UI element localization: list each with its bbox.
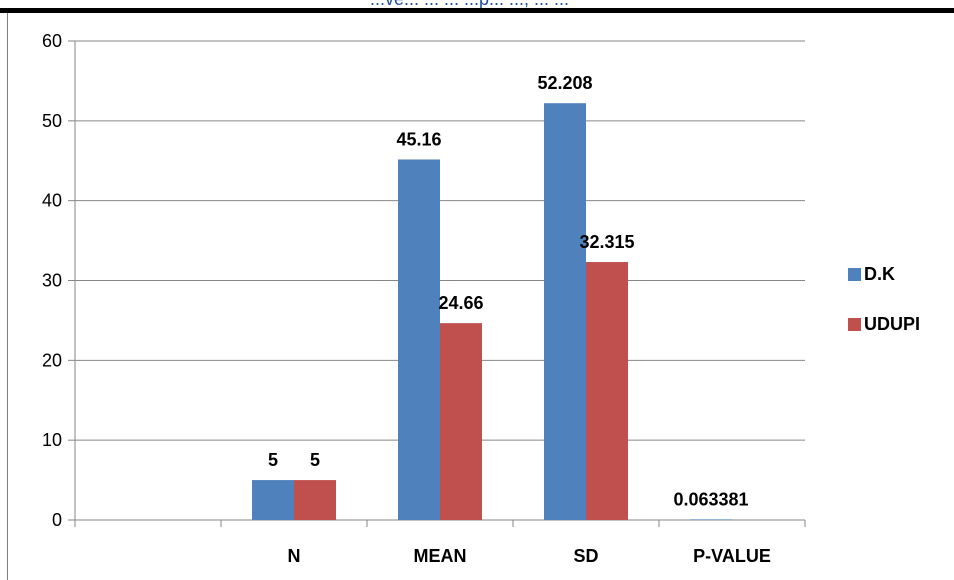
data-label: 24.66 [438,293,483,313]
legend: D.K UDUPI [848,262,920,362]
legend-swatch-udupi [848,317,861,331]
x-category-label: P-VALUE [693,546,771,566]
bar [586,262,628,520]
y-tick-label: 0 [52,510,62,530]
legend-swatch-dk [848,267,861,281]
x-category-label: N [288,546,301,566]
bars [252,103,732,521]
legend-label-dk: D.K [864,263,895,284]
left-border-rule [7,13,8,580]
legend-label-udupi: UDUPI [864,313,921,334]
data-label: 5 [310,450,320,470]
bar [544,103,586,521]
x-category-label: SD [573,546,598,566]
cropped-header-text: ...ve... ... ... ...p... ..., ... ... [370,0,954,8]
bar [690,519,732,520]
data-label: 5 [268,450,278,470]
x-category-label: MEAN [414,546,467,566]
data-label: 32.315 [579,232,634,252]
y-tick-label: 20 [42,350,62,370]
y-tick-label: 50 [42,111,62,131]
bar [252,480,294,520]
y-tick-label: 60 [42,31,62,51]
legend-item-dk: D.K [848,262,920,286]
top-border-rule [0,8,954,13]
data-label: 0.063381 [673,489,748,509]
bar [440,323,482,520]
data-label: 45.16 [396,129,441,149]
y-tick-label: 10 [42,430,62,450]
bar [294,480,336,520]
y-tick-label: 40 [42,191,62,211]
y-tick-label: 30 [42,271,62,291]
legend-item-udupi: UDUPI [848,312,920,336]
data-label: 52.208 [537,73,592,93]
bar [398,159,440,521]
labels: 0 10 20 30 40 50 60 N MEAN SD P-VALUE 5 5 45.16 24.66 5… [42,31,771,566]
